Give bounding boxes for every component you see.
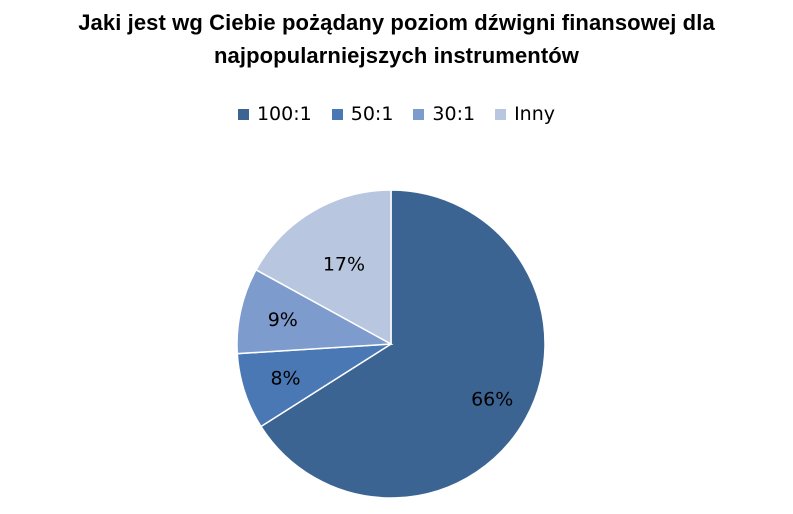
legend-item-inny: Inny	[495, 102, 555, 126]
legend-swatch-50-1	[331, 108, 343, 120]
pie-slice-inny	[255, 189, 392, 346]
pie-label-50-1: 8%	[270, 367, 300, 389]
pie-slice-30-1	[236, 268, 394, 355]
legend-swatch-30-1	[413, 108, 425, 120]
pie-label-100-1: 66%	[471, 389, 513, 411]
pie-labels: 66% 8% 9% 17%	[268, 253, 514, 410]
legend-label-inny: Inny	[514, 103, 556, 125]
legend-label-30-1: 30:1	[432, 103, 476, 125]
chart-title-line-2: najpopularniejszych instrumentów	[213, 43, 580, 68]
pie-slice-100-1	[259, 189, 546, 499]
legend-swatch-100-1	[237, 108, 249, 120]
chart-title-line-1: Jaki jest wg Ciebie pożądany poziom dźwi…	[78, 10, 715, 35]
legend-item-100-1: 100:1	[237, 102, 312, 126]
legend-swatch-inny	[495, 108, 507, 120]
chart-title: Jaki jest wg Ciebie pożądany poziom dźwi…	[0, 6, 793, 72]
legend-label-50-1: 50:1	[350, 103, 394, 125]
legend-label-100-1: 100:1	[256, 103, 312, 125]
legend-item-30-1: 30:1	[413, 102, 475, 126]
pie-label-30-1: 9%	[268, 309, 298, 331]
pie-slices	[236, 189, 546, 499]
chart-legend: 100:1 50:1 30:1 Inny	[0, 102, 793, 126]
pie-label-inny: 17%	[323, 253, 365, 275]
legend-item-50-1: 50:1	[331, 102, 394, 126]
